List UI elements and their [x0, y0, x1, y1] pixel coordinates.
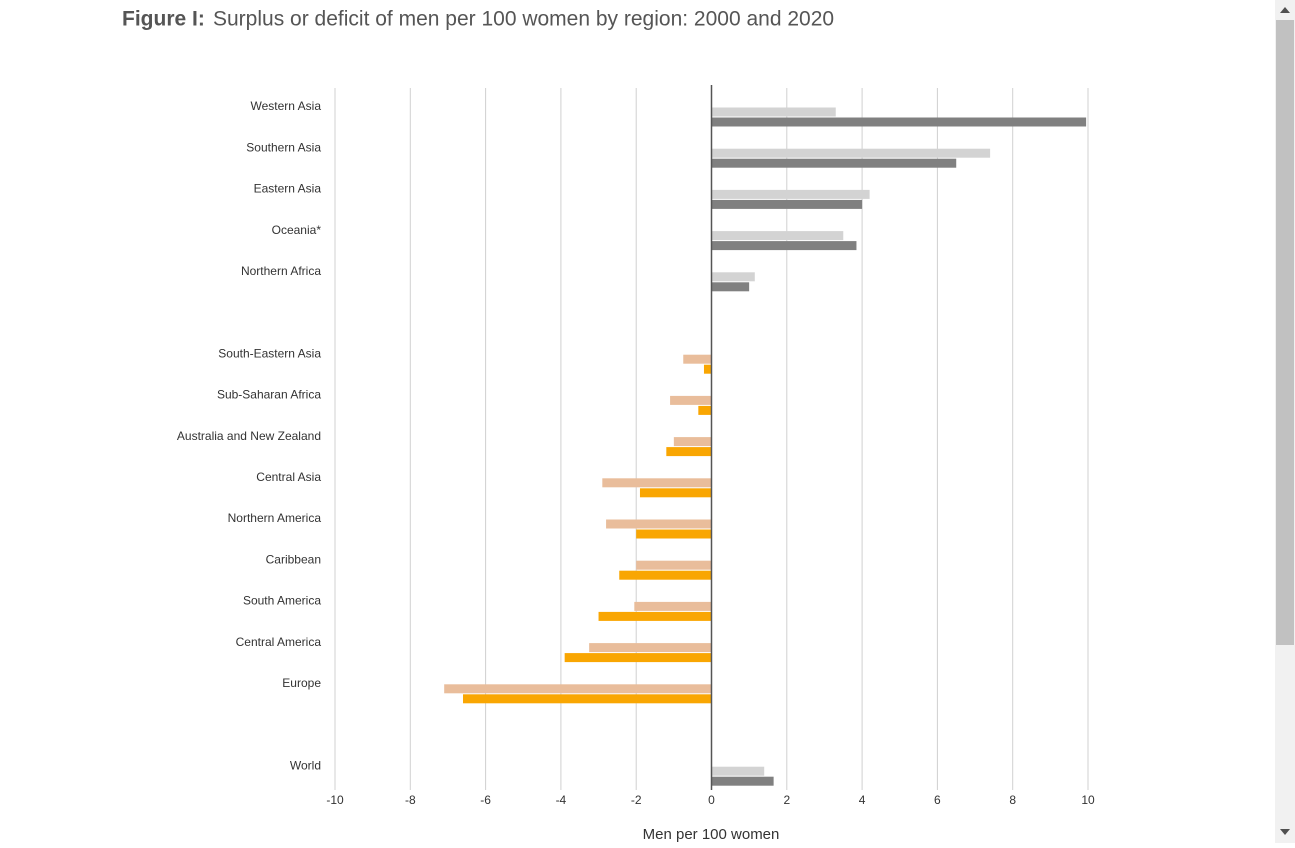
x-tick-label: -8 — [405, 793, 416, 807]
bar — [711, 148, 991, 158]
y-tick-label: Central America — [236, 635, 322, 649]
y-tick-label: Oceania* — [272, 223, 322, 237]
bar — [639, 488, 712, 498]
x-tick-label: 4 — [859, 793, 866, 807]
y-tick-label: Europe — [282, 676, 321, 690]
x-tick-label: -10 — [326, 793, 344, 807]
y-tick-label: Eastern Asia — [254, 182, 322, 196]
bar — [589, 643, 712, 653]
x-tick-label: 0 — [708, 793, 715, 807]
bar — [711, 241, 857, 251]
y-tick-label: World — [290, 758, 321, 772]
bar — [444, 684, 712, 694]
bar — [698, 405, 712, 415]
y-tick-label: South-Eastern Asia — [218, 346, 321, 360]
bar — [711, 282, 750, 292]
bar — [564, 653, 712, 663]
bar — [619, 570, 712, 580]
bar — [606, 519, 712, 529]
y-tick-label: Caribbean — [266, 552, 321, 566]
scrollbar-thumb[interactable] — [1276, 20, 1294, 645]
bar — [636, 529, 712, 539]
bar — [711, 189, 870, 199]
bar — [711, 199, 863, 209]
scroll-down[interactable] — [1280, 829, 1290, 835]
bar — [636, 560, 712, 570]
bar — [711, 766, 765, 776]
y-tick-label: South America — [243, 594, 321, 608]
title-prefix: Figure I: — [122, 8, 205, 31]
bar — [711, 117, 1087, 127]
y-tick-label: Sub-Saharan Africa — [217, 388, 321, 402]
y-tick-label: Southern Asia — [246, 140, 321, 154]
x-tick-label: -2 — [631, 793, 642, 807]
y-tick-label: Western Asia — [251, 99, 322, 113]
bar — [666, 447, 712, 457]
bar — [711, 231, 844, 241]
x-axis-title: Men per 100 women — [643, 826, 780, 843]
bar — [711, 107, 836, 117]
bar — [711, 272, 755, 282]
x-tick-label: -4 — [556, 793, 567, 807]
x-tick-label: -6 — [480, 793, 491, 807]
x-tick-label: 10 — [1081, 793, 1095, 807]
bar — [598, 611, 712, 621]
bar — [703, 364, 712, 374]
y-tick-label: Central Asia — [256, 470, 321, 484]
x-tick-label: 8 — [1009, 793, 1016, 807]
bar — [683, 354, 712, 364]
x-tick-label: 6 — [934, 793, 941, 807]
bar — [673, 437, 712, 447]
bar — [463, 694, 712, 704]
bar — [670, 395, 712, 405]
plot: -10 -8 -6 -4 -2 0 2 4 6 8 10 Western Asia Southern A… — [177, 85, 1095, 807]
bar — [711, 776, 774, 786]
chart-title: Surplus or deficit of men per 100 women … — [213, 8, 834, 31]
y-tick-label: Northern Africa — [241, 264, 321, 278]
bar — [634, 601, 712, 611]
x-tick-label: 2 — [783, 793, 790, 807]
y-tick-label: Australia and New Zealand — [177, 429, 321, 443]
bar — [711, 158, 957, 168]
bar — [602, 478, 712, 488]
scroll-up[interactable] — [1280, 7, 1290, 13]
y-tick-label: Northern America — [228, 511, 322, 525]
